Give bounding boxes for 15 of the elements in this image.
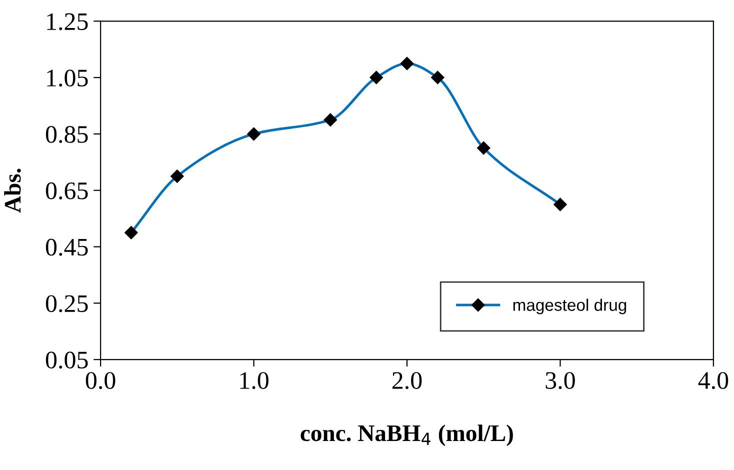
x-tick-label: 2.0 (392, 372, 422, 390)
y-tick-label: 1.05 (47, 70, 88, 87)
y-tick-label: 1.25 (47, 13, 88, 30)
x-tick-label: 1.0 (240, 372, 268, 390)
x-tick-label: 0.0 (86, 372, 116, 390)
y-tick-label: 0.05 (46, 352, 88, 369)
y-axis-title: Abs. (4, 168, 21, 213)
x-tick-label: 4.0 (698, 372, 728, 390)
x-axis-title: conc. NaBH$_{4}$ (mol/L) (300, 424, 513, 446)
y-tick-label: 0.45 (46, 238, 88, 256)
y-tick-label: 0.25 (46, 295, 88, 312)
y-tick-label: 0.85 (46, 126, 88, 143)
legend-label: magesteol drug (513, 298, 626, 314)
y-tick-label: 0.65 (46, 182, 88, 200)
x-tick-label: 3.0 (546, 372, 575, 390)
